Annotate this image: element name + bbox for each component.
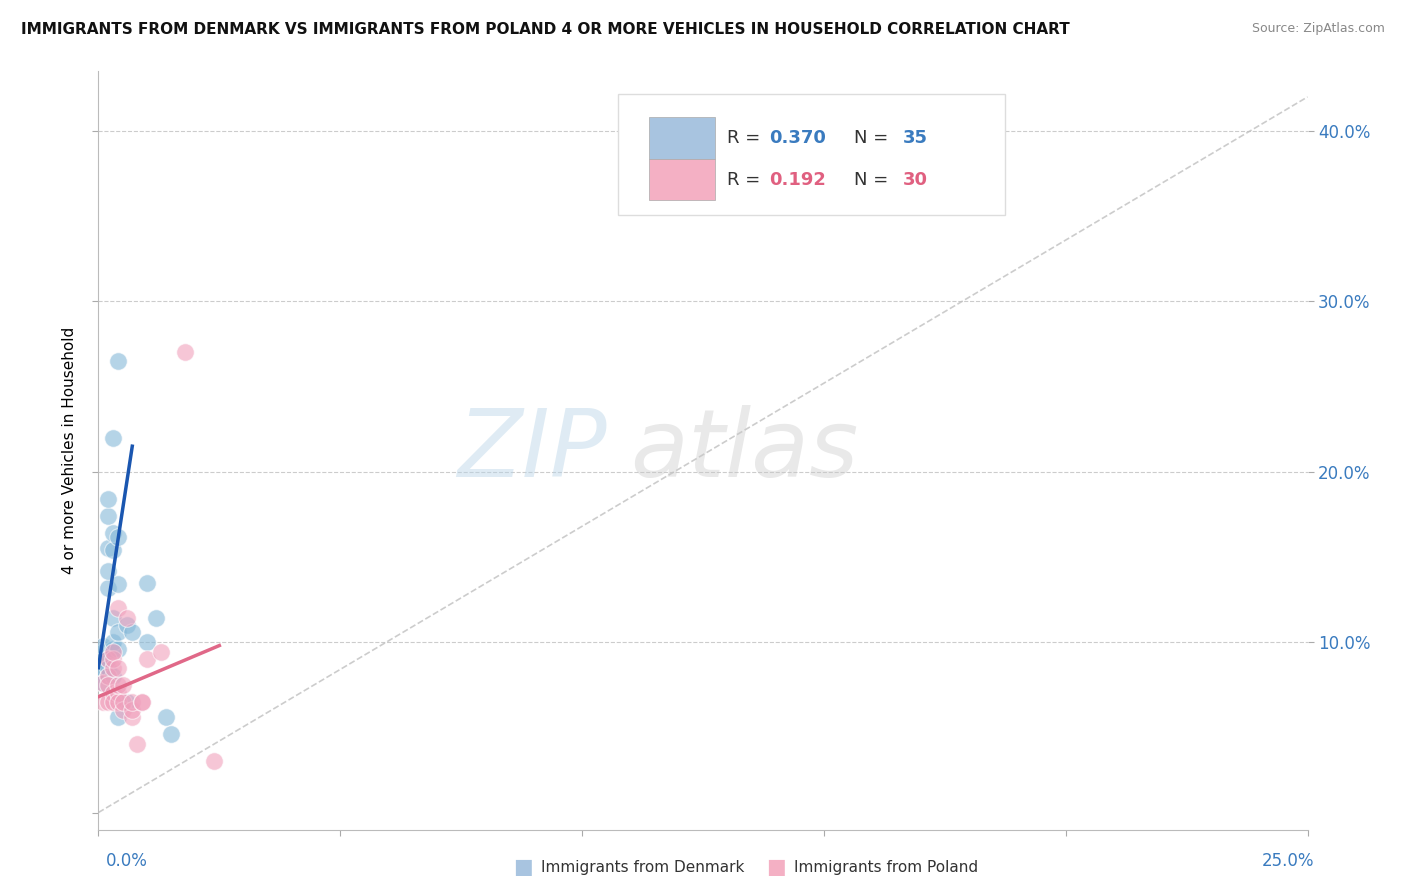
Point [121,624,143,639]
Point [160,727,183,741]
Point [174,345,197,359]
Point [97,695,120,709]
Point [97,678,120,692]
Point [91,639,114,653]
Point [107,678,129,692]
Point [145,611,167,625]
Text: 0.0%: 0.0% [105,852,148,870]
Point [101,661,124,675]
Point [127,737,149,751]
Point [101,695,124,709]
Point [107,577,129,591]
Point [117,611,139,625]
FancyBboxPatch shape [648,159,716,201]
Text: Source: ZipAtlas.com: Source: ZipAtlas.com [1251,22,1385,36]
Point [101,635,124,649]
Point [101,526,124,541]
Point [204,755,226,769]
Point [135,652,157,666]
Point [101,611,124,625]
Point [107,686,129,700]
FancyBboxPatch shape [648,117,716,159]
Point [97,581,120,595]
Text: atlas: atlas [630,405,859,496]
Point [101,431,124,445]
Point [107,601,129,615]
Point [97,661,120,675]
Point [91,661,114,675]
Text: Immigrants from Denmark: Immigrants from Denmark [541,860,745,874]
Point [91,652,114,666]
Point [97,509,120,524]
Point [107,529,129,543]
Point [97,491,120,506]
Text: 30: 30 [903,170,928,189]
Point [107,661,129,675]
Point [97,669,120,683]
Point [131,695,153,709]
Point [101,642,124,657]
Point [117,618,139,632]
Point [107,642,129,657]
Point [121,695,143,709]
Text: N =: N = [855,129,894,147]
Point [101,669,124,683]
Y-axis label: 4 or more Vehicles in Household: 4 or more Vehicles in Household [62,326,77,574]
Point [101,543,124,558]
Text: 0.192: 0.192 [769,170,827,189]
Text: ■: ■ [766,857,786,877]
Text: 25.0%: 25.0% [1263,852,1315,870]
Point [97,541,120,556]
Point [135,575,157,590]
Text: R =: R = [727,170,772,189]
Text: 0.370: 0.370 [769,129,827,147]
Point [107,695,129,709]
Point [131,695,153,709]
Point [101,645,124,659]
Point [107,624,129,639]
Text: ZIP: ZIP [457,405,606,496]
Point [107,354,129,368]
Point [91,676,114,690]
Text: ■: ■ [513,857,533,877]
Point [97,652,120,666]
Point [97,652,120,666]
Text: 35: 35 [903,129,928,147]
Point [150,645,173,659]
Text: IMMIGRANTS FROM DENMARK VS IMMIGRANTS FROM POLAND 4 OR MORE VEHICLES IN HOUSEHOL: IMMIGRANTS FROM DENMARK VS IMMIGRANTS FR… [21,22,1070,37]
Point [101,652,124,666]
Point [111,678,134,692]
Point [97,669,120,683]
Text: Immigrants from Poland: Immigrants from Poland [794,860,979,874]
Point [111,703,134,717]
Point [155,710,177,724]
Point [107,710,129,724]
Point [121,703,143,717]
Point [91,645,114,659]
Text: R =: R = [727,129,766,147]
Text: N =: N = [855,170,894,189]
Point [101,686,124,700]
Point [91,695,114,709]
Point [97,564,120,578]
Point [111,695,134,709]
FancyBboxPatch shape [619,95,1005,216]
Point [121,710,143,724]
Point [91,665,114,680]
Point [135,635,157,649]
Point [117,695,139,709]
Point [91,676,114,690]
